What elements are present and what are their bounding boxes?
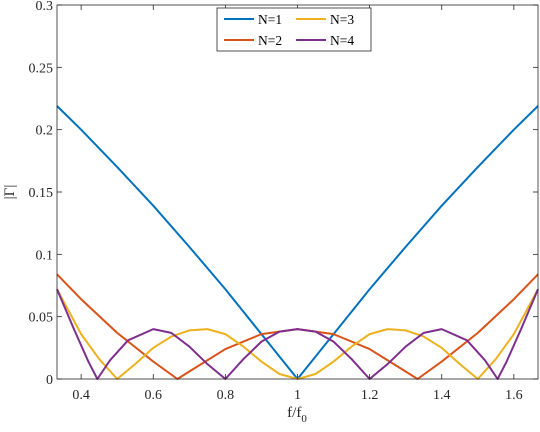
- legend-label-n4: N=4: [330, 33, 354, 48]
- x-axis-label: f/f0: [287, 405, 307, 425]
- x-tick-label: 0.8: [217, 388, 235, 403]
- plot-area: [57, 5, 538, 379]
- x-tick-label: 1.2: [361, 388, 379, 403]
- legend-box: [216, 7, 372, 52]
- x-tick-label: 1: [294, 388, 301, 403]
- y-tick-label: 0.2: [36, 124, 54, 139]
- series-line-n4: [56, 288, 539, 380]
- legend-label-n1: N=1: [258, 12, 282, 27]
- legend-label-n3: N=3: [330, 12, 354, 27]
- y-tick-label: 0.15: [29, 186, 54, 201]
- legend: N=1 N=3 N=2 N=4: [216, 7, 372, 52]
- x-axis-label-main: f/f: [287, 405, 301, 421]
- legend-label-n2: N=2: [258, 33, 282, 48]
- y-tick-label: 0.05: [29, 311, 54, 326]
- tick-layer: 0.4 0.6 0.8 1 1.2 1.4 1.6 0 0.05 0.1 0.15 0.2 0.25 0.…: [29, 0, 538, 403]
- y-tick-label: 0.25: [29, 61, 54, 76]
- x-tick-label: 0.4: [72, 388, 90, 403]
- x-tick-label: 1.6: [505, 388, 523, 403]
- x-tick-label: 0.6: [145, 388, 163, 403]
- x-axis-label-subscript: 0: [301, 413, 307, 425]
- y-tick-label: 0.1: [36, 248, 54, 263]
- x-tick-label: 1.4: [433, 388, 451, 403]
- y-tick-label: 0.3: [36, 0, 54, 14]
- y-axis-label: |Γ|: [2, 185, 18, 200]
- y-tick-label: 0: [46, 373, 53, 388]
